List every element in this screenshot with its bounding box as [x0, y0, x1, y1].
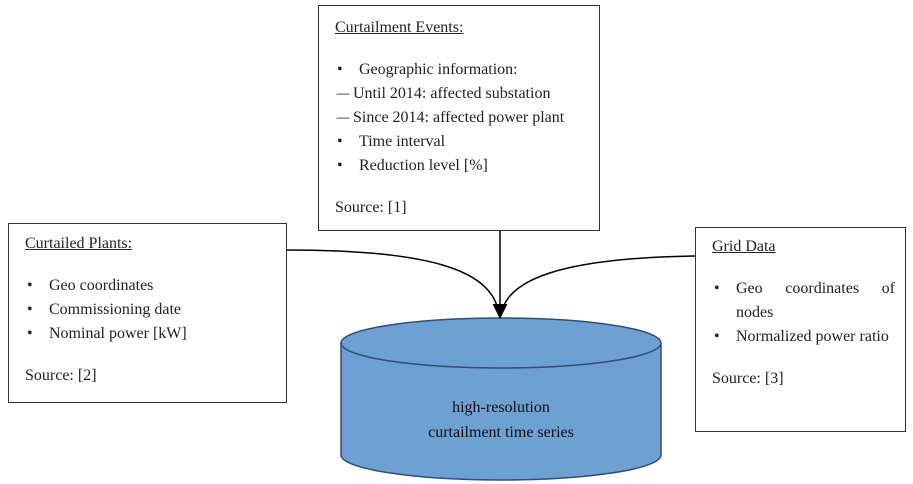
grid-box: Grid Data Geo coordinates of nodesNormali… — [695, 227, 906, 432]
bullet-item: Reduction level [%] — [335, 154, 583, 178]
box-title: Curtailment Events: — [335, 19, 464, 36]
db-label: curtailment time series — [428, 424, 574, 441]
bullet-list: Geo coordinatesCommissioning dateNominal… — [25, 274, 270, 346]
db-label: high-resolution — [452, 399, 550, 416]
sub-item: Since 2014: affected power plant — [335, 106, 583, 130]
bullet-item: Nominal power [kW] — [25, 322, 270, 346]
source: Source: [2] — [25, 367, 97, 384]
plants-box: Curtailed Plants: Geo coordinatesCommissi… — [8, 223, 287, 403]
bullet-item: Geo coordinates — [25, 274, 270, 298]
events-box: Curtailment Events: Geographic informatio… — [318, 5, 600, 231]
sub-item: Until 2014: affected substation — [335, 82, 583, 106]
database: high-resolution curtailment time series — [340, 317, 662, 481]
source: Source: [3] — [712, 370, 784, 387]
bullet-item: Time interval — [335, 130, 583, 154]
bullet-item: Commissioning date — [25, 298, 270, 322]
bullet-item: Geographic information: — [335, 58, 583, 82]
arrow — [285, 249, 500, 317]
box-title: Grid Data — [712, 238, 776, 255]
bullet-item: Normalized power ratio — [712, 325, 895, 349]
arrow — [500, 255, 696, 317]
bullet-list: Geographic information:Until 2014: affec… — [335, 58, 583, 178]
source: Source: [1] — [335, 199, 407, 216]
box-title: Curtailed Plants: — [25, 235, 133, 252]
bullet-list: Geo coordinates of nodesNormalized power… — [712, 277, 895, 349]
bullet-item: Geo coordinates of nodes — [712, 277, 895, 325]
